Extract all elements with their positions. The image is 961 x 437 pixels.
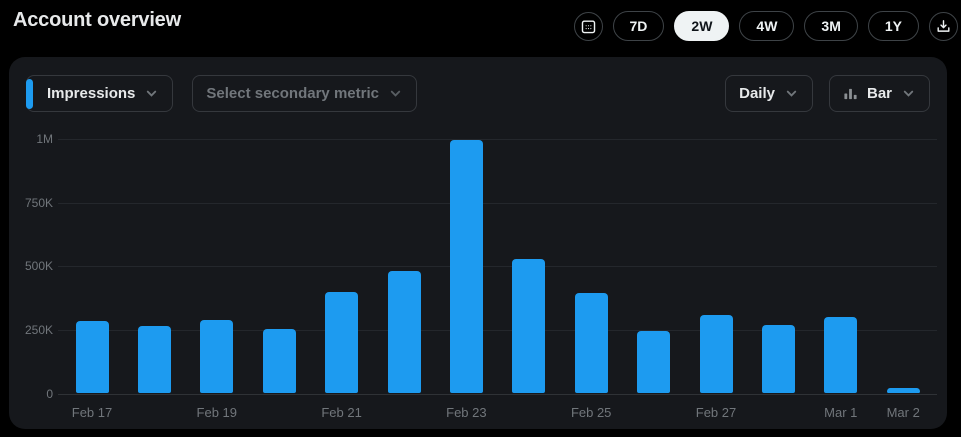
x-axis-label-mar-2: Mar 2: [886, 405, 920, 420]
bar-feb-24: [512, 258, 546, 394]
chart-controls: Impressions Select secondary metric Dail…: [26, 75, 930, 112]
bar-feb-18: [137, 326, 171, 394]
x-axis-label-feb-21: Feb 21: [321, 405, 362, 420]
bar-feb-27: [699, 314, 733, 394]
chevron-down-icon: [901, 86, 916, 101]
range-pill-2w[interactable]: 2W: [674, 11, 730, 41]
secondary-metric-placeholder: Select secondary metric: [206, 85, 379, 102]
x-axis-label-feb-17: Feb 17: [71, 405, 113, 420]
range-pill-4w[interactable]: 4W: [739, 11, 795, 41]
gridline-1m: [58, 139, 937, 140]
range-pill-7d[interactable]: 7D: [612, 11, 665, 41]
download-button[interactable]: [929, 11, 958, 41]
x-axis-label-feb-19: Feb 19: [196, 405, 238, 420]
y-axis-label-750k: 750K: [24, 195, 53, 210]
bar-feb-28: [761, 324, 795, 394]
bar-feb-26: [637, 331, 671, 394]
bar-mar-1: [824, 317, 858, 394]
gridline-0: [58, 393, 937, 395]
x-axis-label-feb-25: Feb 25: [570, 405, 612, 420]
bar-feb-25: [574, 292, 608, 394]
download-icon: [935, 18, 952, 35]
date-range-toolbar: 7D 2W 4W 3M 1Y: [573, 11, 958, 41]
x-axis-label-feb-27: Feb 27: [695, 405, 737, 420]
calendar-icon: [580, 18, 597, 35]
metric-accent-bar: [26, 78, 33, 109]
chevron-down-icon: [388, 86, 403, 101]
date-picker-button[interactable]: [573, 11, 603, 41]
gridline-250k: [58, 329, 937, 331]
bar-feb-19: [200, 319, 234, 394]
range-pill-1y[interactable]: 1Y: [867, 11, 919, 41]
bar-feb-23: [449, 140, 483, 394]
impressions-bar-chart: 0 250K 500K 750K 1M Feb 17 Feb 19 Feb 21 Feb 23 F…: [9, 57, 947, 429]
x-axis-label-mar-1: Mar 1: [824, 405, 858, 420]
y-axis-label-250k: 250K: [24, 322, 53, 337]
range-pill-3m[interactable]: 3M: [804, 11, 858, 41]
gridline-750k: [58, 202, 937, 204]
bar-feb-22: [387, 271, 421, 394]
bar-feb-17: [75, 320, 109, 394]
secondary-metric-dropdown[interactable]: Select secondary metric: [192, 75, 417, 112]
x-axis-label-feb-23: Feb 23: [446, 405, 487, 420]
page-title: Account overview: [13, 9, 181, 31]
range-pill-group: 7D 2W 4W 3M 1Y: [612, 11, 919, 41]
bar-feb-20: [262, 328, 296, 394]
gridline-500k: [58, 266, 937, 268]
chart-card: Impressions Select secondary metric Dail…: [9, 57, 947, 429]
chart-type-label: Bar: [866, 85, 892, 102]
bar-feb-21: [325, 291, 359, 394]
primary-metric-label: Impressions: [47, 85, 136, 102]
chevron-down-icon: [144, 86, 159, 101]
bar-mar-2: [886, 388, 920, 394]
primary-metric-dropdown[interactable]: Impressions: [26, 75, 174, 112]
bar-chart-icon: [843, 86, 858, 101]
chart-type-dropdown[interactable]: Bar: [828, 75, 930, 112]
y-axis-label-1m: 1M: [36, 132, 53, 146]
chevron-down-icon: [784, 86, 799, 101]
y-axis-label-500k: 500K: [24, 259, 53, 274]
y-axis-label-0: 0: [46, 386, 53, 401]
interval-label: Daily: [739, 85, 775, 102]
interval-dropdown[interactable]: Daily: [725, 75, 813, 112]
